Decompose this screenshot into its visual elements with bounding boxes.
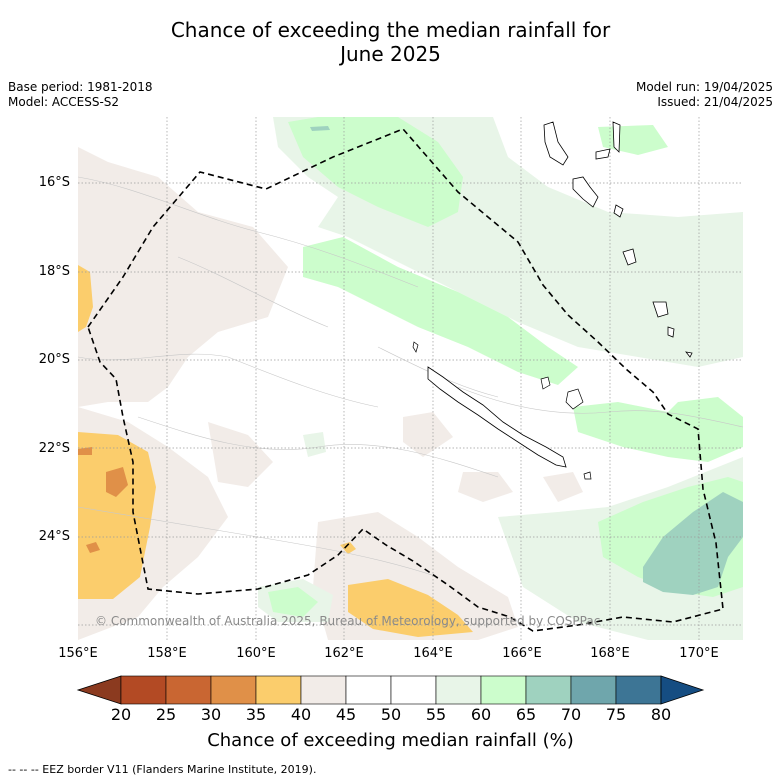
colorbar-label: Chance of exceeding median rainfall (%) [207,730,574,751]
teal-region-se [643,492,743,595]
lon-label-168e: 168°E [590,646,630,661]
island-small-1 [412,341,419,353]
lat-label-22s: 22°S [38,441,70,456]
eez-border [87,128,724,632]
green-region-east [573,397,743,462]
colorbar-cell [255,675,302,705]
island-east-3 [583,471,592,480]
colorbar [76,675,705,705]
rainfall-map [78,117,743,640]
green-region-south [268,587,318,617]
new-caledonia-island [427,366,567,468]
colorbar-cell [525,675,572,705]
colorbar-tick-label: 80 [650,705,672,724]
colorbar-tick-label: 75 [605,705,627,724]
colorbar-tick-label: 70 [560,705,582,724]
model-run: Model run: 19/04/2025 [635,80,773,94]
teal-spot-north [310,126,330,131]
dark-orange-spot-1 [106,467,128,497]
colorbar-cell [435,675,482,705]
colorbar-cell [390,675,437,705]
eez-footer-note: -- -- -- EEZ border V11 (Flanders Marine… [8,763,317,776]
green-region-north [288,117,463,227]
orange-region-sw [78,432,156,599]
base-period: Base period: 1981-2018 [8,80,153,94]
meta-left: Base period: 1981-2018 Model: ACCESS-S2 [8,80,153,110]
colorbar-cell [345,675,392,705]
colorbar-arrow-high [660,675,705,705]
lat-label-20s: 20°S [38,352,70,367]
orange-region-south [348,579,473,637]
gridlines [78,117,743,640]
colorbar-tick-label: 45 [335,705,357,724]
dark-orange-spot-2 [86,542,100,553]
green-band-central [303,237,578,385]
beige-region-east1 [403,412,453,457]
lon-label-162e: 162°E [324,646,364,661]
lon-label-158e: 158°E [147,646,187,661]
lon-label-166e: 166°E [502,646,542,661]
pale-green-mid [303,432,326,457]
colorbar-cell [300,675,347,705]
beige-region-east2 [458,472,513,502]
meta-right: Model run: 19/04/2025 Issued: 21/04/2025 [636,80,773,110]
title-line-1: Chance of exceeding the median rainfall … [170,18,611,42]
lat-label-18s: 18°S [38,264,70,279]
colorbar-cell [120,675,167,705]
colorbar-tick-label: 35 [245,705,267,724]
orange-region-nw [78,265,93,332]
colorbar-tick-label: 60 [470,705,492,724]
loyalty-island-2 [540,376,551,390]
vanuatu-islands [543,121,693,358]
issued-date: Issued: 21/04/2025 [657,95,773,109]
beige-region-west [78,147,288,407]
lat-label-24s: 24°S [38,529,70,544]
dark-orange-spot-3 [78,447,92,455]
loyalty-islands [565,388,584,410]
colorbar-tick-label: 25 [155,705,177,724]
contour-lines [78,176,743,578]
map-panel [78,117,743,640]
beige-region-mid [208,422,273,487]
title-line-2: June 2025 [340,42,441,66]
lon-label-164e: 164°E [413,646,453,661]
colorbar-tick-label: 30 [200,705,222,724]
colorbar-cell [570,675,617,705]
colorbar-cell [615,675,662,705]
colorbar-tick-label: 20 [110,705,132,724]
beige-region-east3 [543,472,583,502]
lon-label-156e: 156°E [58,646,98,661]
colorbar-tick-label: 65 [515,705,537,724]
colorbar-arrow-low [76,675,122,705]
colorbar-cell [480,675,527,705]
colorbar-tick-label: 50 [380,705,402,724]
colorbar-cell [210,675,257,705]
map-title: Chance of exceeding the median rainfall … [0,18,781,66]
colorbar-tick-label: 55 [425,705,447,724]
lon-label-160e: 160°E [236,646,276,661]
copyright-text: © Commonwealth of Australia 2025, Bureau… [95,614,601,628]
lat-label-16s: 16°S [38,175,70,190]
lon-label-170e: 170°E [679,646,719,661]
model-name: Model: ACCESS-S2 [8,95,120,109]
colorbar-tick-label: 40 [290,705,312,724]
colorbar-cell [165,675,212,705]
